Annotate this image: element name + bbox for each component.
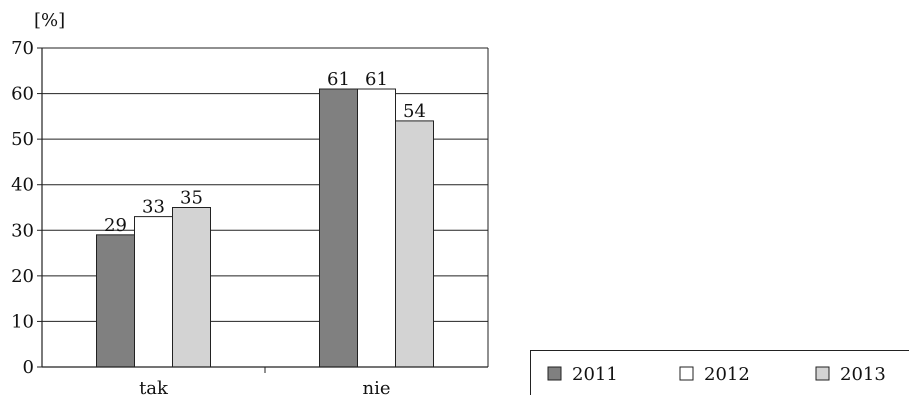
- y-tick-labels: 0 10 20 30 40 50 60 70: [11, 38, 34, 378]
- data-label-nie-2013: 54: [403, 101, 426, 122]
- legend: 2011 2012 2013: [530, 350, 909, 395]
- y-axis-unit-label: [%]: [34, 10, 65, 31]
- legend-box: [530, 350, 909, 395]
- data-label-nie-2011: 61: [327, 69, 350, 90]
- y-tick-label-10: 10: [11, 311, 34, 332]
- bar-tak-2011: [96, 234, 135, 368]
- y-tick-label-0: 0: [23, 357, 34, 378]
- y-tick-label-20: 20: [11, 266, 34, 287]
- category-label-nie: nie: [362, 378, 390, 395]
- data-label-nie-2012: 61: [365, 69, 388, 90]
- legend-swatch-2011: [547, 366, 562, 381]
- data-label-tak-2013: 35: [180, 188, 203, 209]
- y-tick-label-70: 70: [11, 38, 34, 59]
- bar-nie-2013: [395, 120, 434, 368]
- legend-swatch-2013: [815, 366, 830, 381]
- legend-label-2013: 2013: [840, 364, 886, 385]
- legend-label-2012: 2012: [704, 364, 750, 385]
- legend-label-2011: 2011: [572, 364, 618, 385]
- y-tick-label-50: 50: [11, 129, 34, 150]
- data-label-tak-2012: 33: [142, 197, 165, 218]
- data-label-tak-2011: 29: [104, 215, 127, 236]
- y-tick-label-30: 30: [11, 220, 34, 241]
- data-labels: 29 33 35 61 61 54: [104, 69, 426, 236]
- y-tick-label-60: 60: [11, 84, 34, 105]
- y-tick-label-40: 40: [11, 175, 34, 196]
- bar-nie-2011: [319, 88, 358, 368]
- bar-tak-2013: [172, 207, 211, 368]
- bars: [96, 88, 434, 368]
- bar-nie-2012: [357, 88, 396, 368]
- legend-swatch-2012: [679, 366, 694, 381]
- category-labels: tak nie: [139, 378, 390, 395]
- bar-tak-2012: [134, 216, 173, 368]
- category-label-tak: tak: [139, 378, 169, 395]
- axes: [37, 47, 489, 373]
